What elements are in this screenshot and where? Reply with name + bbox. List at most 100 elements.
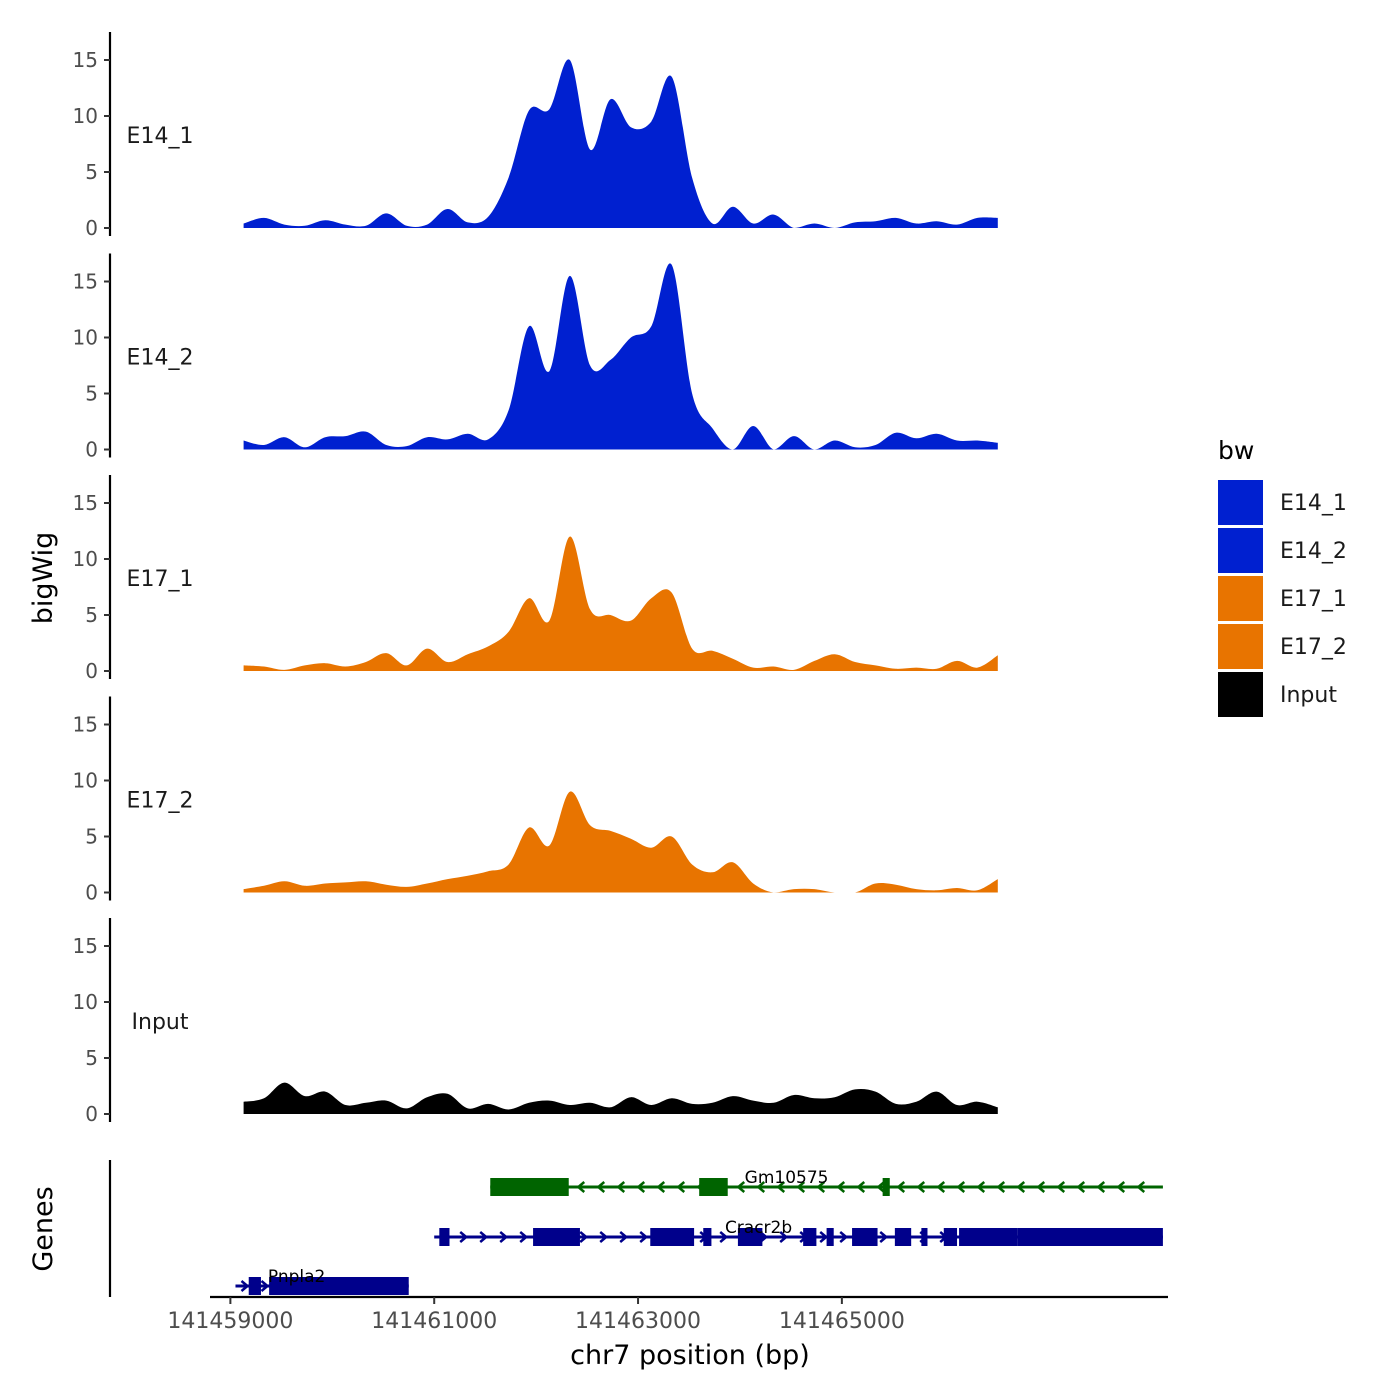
- x-axis: 141459000 141461000 141463000 141465000: [167, 1295, 1168, 1334]
- panel-label: E17_1: [127, 567, 194, 592]
- y-axis-title: bigWig: [28, 532, 59, 625]
- strand-chevron: [916, 1181, 926, 1193]
- legend-swatch-Input: [1218, 672, 1263, 717]
- strand-chevron: [479, 1231, 489, 1243]
- strand-chevron: [636, 1181, 646, 1193]
- gene-exon: [439, 1228, 450, 1246]
- legend-label-E17_1: E17_1: [1280, 587, 1347, 612]
- x-tick-label: 141459000: [167, 1309, 293, 1334]
- gene-exon: [650, 1228, 695, 1246]
- legend-label-E14_1: E14_1: [1280, 491, 1347, 516]
- y-tick-label: 15: [73, 934, 98, 958]
- strand-chevron: [856, 1181, 866, 1193]
- panel-label: E14_1: [127, 124, 194, 149]
- strand-chevron: [576, 1181, 586, 1193]
- y-tick-label: 5: [85, 382, 98, 406]
- coverage-area-Input: [243, 1082, 998, 1114]
- strand-chevron: [796, 1181, 806, 1193]
- y-tick-label: 15: [73, 270, 98, 294]
- y-tick-label: 10: [73, 547, 98, 571]
- strand-chevron: [1036, 1181, 1046, 1193]
- panel-label: E17_2: [127, 789, 194, 814]
- strand-chevron: [599, 1231, 609, 1243]
- x-tick-label: 141465000: [779, 1309, 905, 1334]
- gene-label: Gm10575: [745, 1168, 829, 1188]
- strand-chevron: [736, 1181, 746, 1193]
- gene-exon: [943, 1228, 958, 1246]
- x-tick-label: 141463000: [575, 1309, 701, 1334]
- legend-swatch-E17_2: [1218, 624, 1263, 669]
- y-tick-label: 0: [85, 659, 98, 683]
- strand-chevron: [779, 1231, 789, 1243]
- gene-exon: [826, 1228, 834, 1246]
- gene-Cracr2b: Cracr2b: [434, 1218, 1163, 1246]
- strand-chevron: [1076, 1181, 1086, 1193]
- y-tick-label: 0: [85, 1102, 98, 1126]
- strand-chevron: [1096, 1181, 1106, 1193]
- strand-chevron: [1136, 1181, 1146, 1193]
- gene-exon: [959, 1228, 1018, 1246]
- legend-title: bw: [1218, 436, 1254, 465]
- y-tick-label: 5: [85, 160, 98, 184]
- y-tick-label: 10: [73, 769, 98, 793]
- y-tick-label: 10: [73, 326, 98, 350]
- y-tick-label: 15: [73, 713, 98, 737]
- strand-chevron: [499, 1231, 509, 1243]
- strand-chevron: [519, 1231, 529, 1243]
- gene-exon: [882, 1178, 890, 1196]
- strand-chevron: [596, 1181, 606, 1193]
- legend-swatch-E17_1: [1218, 576, 1263, 621]
- y-tick-label: 5: [85, 1046, 98, 1070]
- gene-Gm10575: Gm10575: [490, 1168, 1163, 1196]
- strand-chevron: [616, 1181, 626, 1193]
- legend-swatch-E14_2: [1218, 528, 1263, 573]
- y-tick-label: 0: [85, 438, 98, 462]
- x-tick-label: 141461000: [371, 1309, 497, 1334]
- strand-chevron: [936, 1181, 946, 1193]
- legend-label-E17_2: E17_2: [1280, 635, 1347, 660]
- y-tick-label: 15: [73, 491, 98, 515]
- strand-chevron: [896, 1181, 906, 1193]
- strand-chevron: [776, 1181, 786, 1193]
- gene-exon: [894, 1228, 912, 1246]
- gene-exon: [852, 1228, 878, 1246]
- strand-chevron: [836, 1181, 846, 1193]
- strand-chevron: [879, 1231, 889, 1243]
- strand-chevron: [240, 1280, 250, 1292]
- strand-chevron: [816, 1181, 826, 1193]
- strand-chevron: [839, 1231, 849, 1243]
- coverage-area-E17_2: [243, 791, 998, 893]
- coverage-area-E17_1: [243, 536, 998, 671]
- coverage-area-E14_2: [243, 263, 998, 450]
- genes-axis-title: Genes: [28, 1186, 59, 1271]
- panel-E17_1: 0 5 10 15 E17_1: [73, 475, 998, 683]
- gene-exon: [803, 1228, 817, 1246]
- strand-chevron: [756, 1181, 766, 1193]
- y-tick-label: 10: [73, 104, 98, 128]
- gene-exon: [490, 1178, 569, 1196]
- strand-chevron: [956, 1181, 966, 1193]
- panel-label: Input: [132, 1010, 189, 1035]
- gene-exon: [699, 1178, 728, 1196]
- y-tick-label: 5: [85, 825, 98, 849]
- gene-label: Pnpla2: [268, 1267, 325, 1287]
- strand-chevron: [819, 1231, 829, 1243]
- legend-swatch-E14_1: [1218, 480, 1263, 525]
- strand-chevron: [619, 1231, 629, 1243]
- panel-E14_1: 0 5 10 15 E14_1: [73, 32, 998, 240]
- strand-chevron: [459, 1231, 469, 1243]
- strand-chevron: [639, 1231, 649, 1243]
- strand-chevron: [676, 1181, 686, 1193]
- strand-chevron: [976, 1181, 986, 1193]
- y-tick-label: 0: [85, 216, 98, 240]
- strand-chevron: [1056, 1181, 1066, 1193]
- x-axis-title: chr7 position (bp): [570, 1340, 810, 1371]
- gene-exon: [921, 1228, 928, 1246]
- panel-Input: 0 5 10 15 Input: [73, 918, 998, 1126]
- gene-exon: [533, 1228, 580, 1246]
- coverage-panels: 0 5 10 15 E14_1 0 5 10 15 E14_2 0 5 10 15 E17_1 0 5 10 15 E…: [73, 32, 998, 1126]
- y-tick-label: 10: [73, 990, 98, 1014]
- legend-label-Input: Input: [1280, 683, 1337, 708]
- strand-chevron: [260, 1280, 270, 1292]
